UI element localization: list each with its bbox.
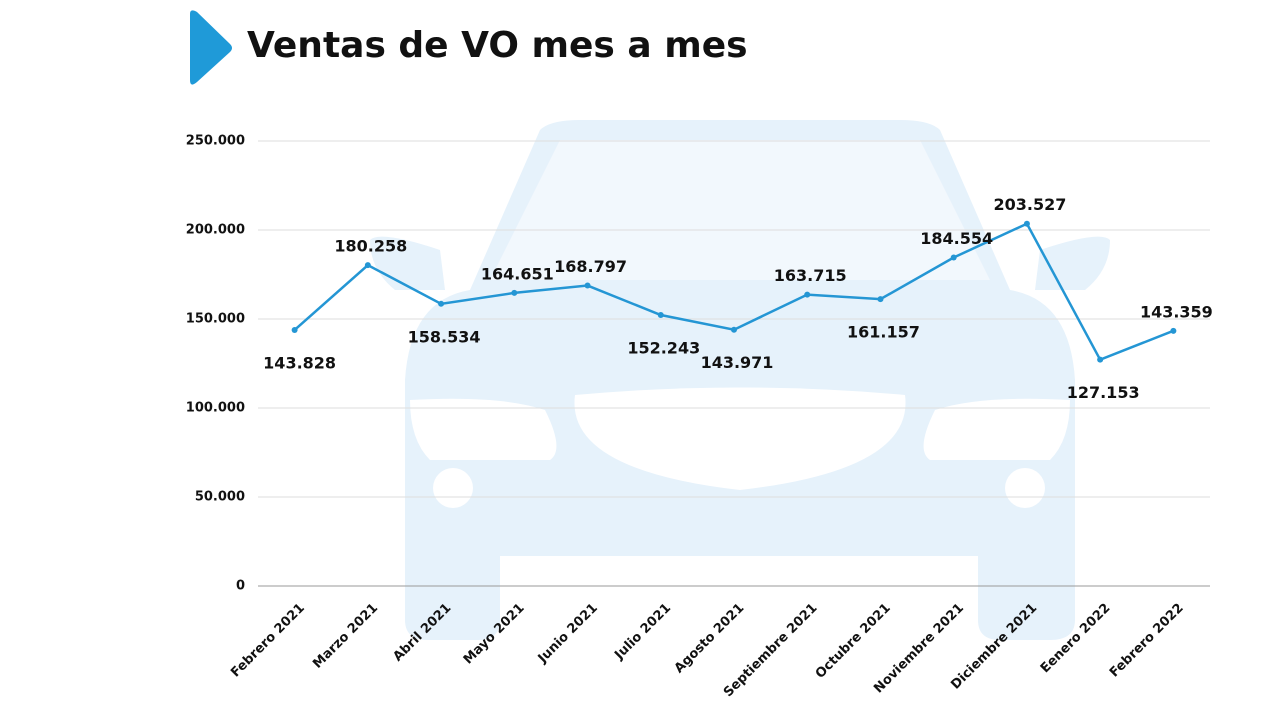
point [657, 312, 664, 319]
x-tick-label: Febrero 2021 [228, 601, 308, 681]
chart-title: Ventas de VO mes a mes [247, 25, 748, 66]
value-label: 203.527 [993, 195, 1066, 214]
value-label: 127.153 [1067, 383, 1140, 402]
value-label: 164.651 [481, 264, 554, 283]
car-watermark [370, 120, 1110, 640]
y-tick-label: 0 [236, 579, 245, 594]
x-tick-label: Octubre 2021 [813, 601, 894, 682]
point [584, 282, 591, 289]
value-label: 184.554 [920, 229, 993, 248]
point [877, 296, 884, 303]
value-label: 143.359 [1140, 302, 1213, 321]
point [804, 291, 811, 298]
point [1170, 327, 1177, 334]
y-tick-label: 150.000 [186, 312, 245, 327]
value-label: 158.534 [408, 327, 481, 346]
y-tick-label: 200.000 [186, 223, 245, 238]
value-label: 163.715 [774, 266, 847, 285]
point [1097, 356, 1104, 363]
value-label: 180.258 [334, 237, 407, 256]
x-tick-label: Febrero 2022 [1107, 601, 1187, 681]
x-tick-label: Marzo 2021 [310, 601, 381, 672]
x-tick-label: Agosto 2021 [672, 601, 748, 677]
value-label: 143.971 [701, 353, 774, 372]
x-tick-label: Julio 2021 [611, 601, 674, 664]
value-label: 168.797 [554, 257, 627, 276]
y-tick-label: 100.000 [186, 401, 245, 416]
point [438, 300, 445, 307]
point [291, 326, 298, 333]
value-label: 143.828 [263, 353, 336, 372]
point [731, 326, 737, 333]
value-label: 152.243 [627, 339, 700, 358]
value-label: 161.157 [847, 323, 920, 342]
x-tick-label: Junio 2021 [535, 601, 601, 667]
y-tick-label: 250.000 [186, 134, 245, 149]
point [950, 254, 957, 261]
title-icon [190, 10, 232, 85]
point [1023, 220, 1030, 227]
point [511, 289, 518, 296]
y-tick-label: 50.000 [195, 490, 245, 505]
point [364, 262, 371, 269]
